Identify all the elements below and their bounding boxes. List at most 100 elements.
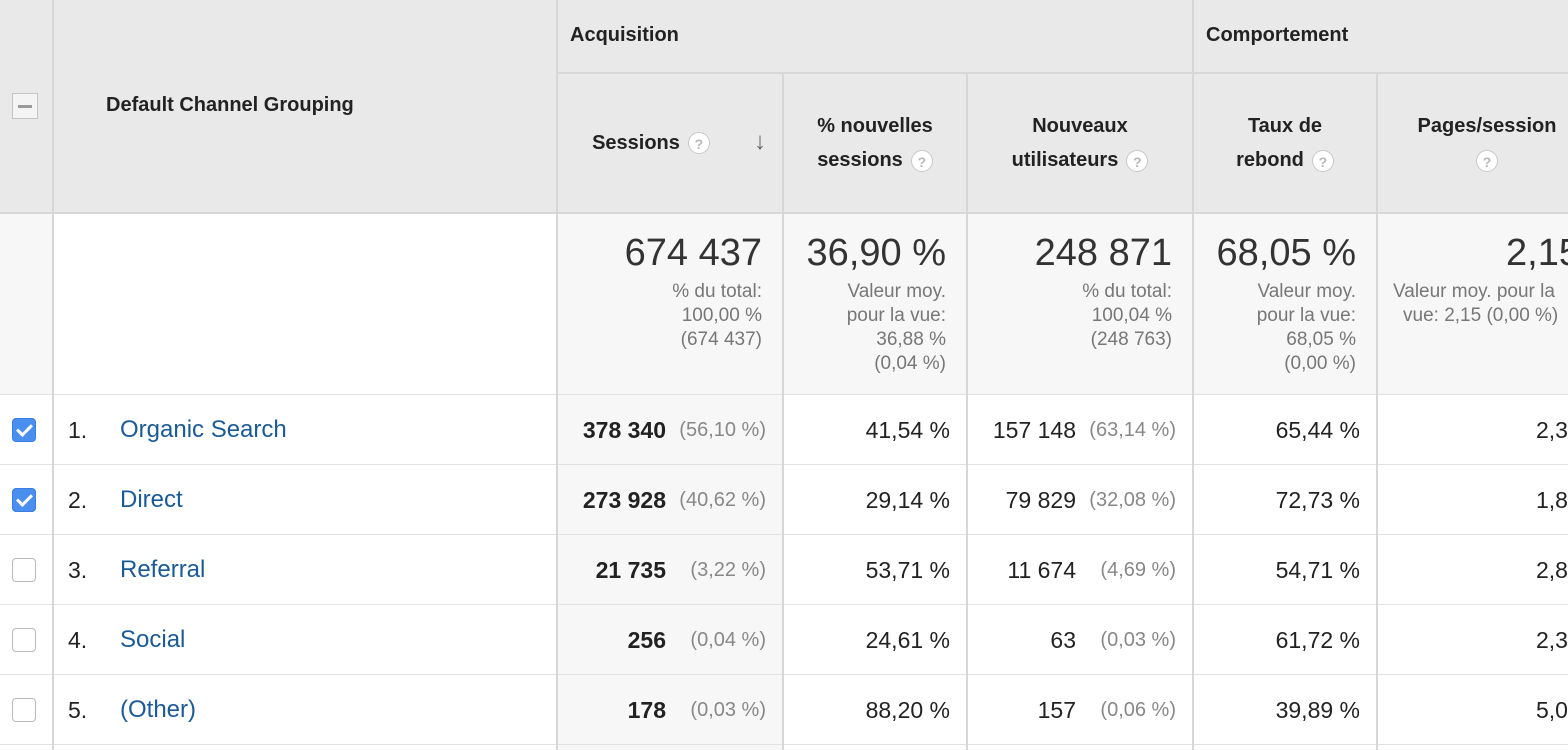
- new-users-percent: (32,08 %): [1089, 489, 1176, 511]
- pages-session-value: 1,8: [1536, 487, 1568, 513]
- pages-session-value: 2,3: [1536, 417, 1568, 443]
- row-checkbox[interactable]: [12, 558, 36, 582]
- column-header-new-users[interactable]: Nouveaux utilisateurs?: [968, 74, 1192, 212]
- bounce-header-line2: rebond: [1236, 149, 1304, 171]
- sessions-value: 273 928: [582, 487, 666, 513]
- divider: [52, 0, 54, 750]
- divider: [556, 72, 1568, 74]
- total-bounce-rate-note: Valeur moy. pour la vue: 68,05 % (0,00 %): [1256, 281, 1356, 374]
- total-new-users-note: % du total: 100,04 % (248 763): [1082, 281, 1172, 350]
- row-checkbox[interactable]: [12, 418, 36, 442]
- sessions-percent: (56,10 %): [679, 419, 766, 441]
- divider: [556, 0, 558, 750]
- arrow-down-icon[interactable]: ↓: [754, 128, 766, 155]
- total-bounce-rate: 68,05 %: [1216, 232, 1356, 274]
- total-sessions: 674 437: [624, 232, 762, 274]
- new-users-header-line2: utilisateurs: [1011, 149, 1119, 171]
- bounce-rate-value: 65,44 %: [1275, 417, 1360, 443]
- new-sessions-header-line2: sessions: [817, 149, 903, 171]
- sessions-value: 256: [627, 627, 666, 653]
- channel-link[interactable]: Social: [120, 626, 186, 653]
- sessions-percent: (0,04 %): [690, 629, 766, 651]
- new-users-value: 63: [1050, 627, 1076, 653]
- pages-session-value: 2,3: [1536, 627, 1568, 653]
- sessions-percent: (0,03 %): [690, 699, 766, 721]
- divider: [0, 534, 1568, 535]
- sessions-value: 178: [627, 697, 666, 723]
- new-users-header-line1: Nouveaux: [1032, 115, 1128, 137]
- row-checkbox[interactable]: [12, 628, 36, 652]
- pages-header-label: Pages/session: [1417, 115, 1557, 137]
- new-sessions-value: 24,61 %: [865, 627, 950, 653]
- row-number: 5.: [68, 697, 88, 723]
- channel-link[interactable]: Organic Search: [120, 416, 287, 443]
- new-users-percent: (0,03 %): [1100, 629, 1176, 651]
- dimension-header[interactable]: Default Channel Grouping: [106, 94, 354, 116]
- new-users-percent: (4,69 %): [1100, 559, 1176, 581]
- bounce-header-line1: Taux de: [1247, 115, 1323, 137]
- row-checkbox[interactable]: [12, 698, 36, 722]
- new-users-percent: (63,14 %): [1089, 419, 1176, 441]
- total-pages-session: 2,15: [1506, 232, 1568, 274]
- total-sessions-note: % du total: 100,00 % (674 437): [672, 281, 762, 350]
- pages-session-value: 5,0: [1536, 697, 1568, 723]
- new-sessions-value: 41,54 %: [865, 417, 950, 443]
- divider: [782, 72, 784, 750]
- help-icon[interactable]: ?: [910, 149, 933, 172]
- new-sessions-value: 88,20 %: [865, 697, 950, 723]
- row-checkbox[interactable]: [12, 488, 36, 512]
- row-number: 2.: [68, 487, 88, 513]
- total-new-users: 248 871: [1034, 232, 1172, 274]
- new-sessions-header-line1: % nouvelles: [817, 115, 933, 137]
- bounce-rate-value: 72,73 %: [1275, 487, 1360, 513]
- sessions-value: 378 340: [582, 417, 666, 443]
- divider: [1376, 72, 1378, 750]
- new-users-value: 157: [1037, 697, 1076, 723]
- column-header-pages-session[interactable]: Pages/session ?: [1378, 74, 1568, 212]
- total-new-sessions-note: Valeur moy. pour la vue: 36,88 % (0,04 %): [846, 281, 946, 374]
- sessions-column-background: [558, 395, 782, 750]
- bounce-rate-value: 39,89 %: [1275, 697, 1360, 723]
- row-number: 1.: [68, 417, 88, 443]
- sessions-percent: (3,22 %): [690, 559, 766, 581]
- new-users-value: 157 148: [992, 417, 1076, 443]
- help-icon[interactable]: ?: [1126, 149, 1149, 172]
- group-acquisition: Acquisition: [570, 24, 679, 46]
- help-icon[interactable]: ?: [1311, 149, 1334, 172]
- header-background: [0, 0, 1568, 212]
- collapse-all-checkbox[interactable]: [12, 93, 38, 119]
- divider: [0, 212, 1568, 214]
- sessions-value: 21 735: [595, 557, 666, 583]
- help-icon[interactable]: ?: [687, 132, 710, 154]
- column-header-new-sessions[interactable]: % nouvelles sessions?: [784, 74, 966, 212]
- total-pages-session-note: Valeur moy. pour la vue: 2,15 (0,00 %): [1393, 281, 1559, 326]
- divider: [0, 744, 1568, 745]
- divider: [0, 604, 1568, 605]
- divider: [966, 72, 968, 750]
- new-sessions-value: 53,71 %: [865, 557, 950, 583]
- column-header-sessions[interactable]: Sessions?: [558, 74, 744, 212]
- sessions-percent: (40,62 %): [679, 489, 766, 511]
- new-users-value: 79 829: [1005, 487, 1076, 513]
- divider: [0, 394, 1568, 395]
- bounce-rate-value: 61,72 %: [1275, 627, 1360, 653]
- row-number: 3.: [68, 557, 88, 583]
- divider: [0, 464, 1568, 465]
- help-icon[interactable]: ?: [1476, 149, 1498, 172]
- pages-session-value: 2,8: [1536, 557, 1568, 583]
- divider: [1192, 0, 1194, 750]
- column-header-bounce-rate[interactable]: Taux de rebond?: [1194, 74, 1376, 212]
- channel-link[interactable]: (Other): [120, 696, 197, 723]
- group-behaviour: Comportement: [1206, 24, 1349, 46]
- dimension-column-background: [54, 214, 556, 395]
- divider: [0, 674, 1568, 675]
- channel-link[interactable]: Referral: [120, 556, 206, 583]
- row-number: 4.: [68, 627, 88, 653]
- new-sessions-value: 29,14 %: [865, 487, 950, 513]
- bounce-rate-value: 54,71 %: [1275, 557, 1360, 583]
- sessions-header-label: Sessions: [592, 132, 680, 154]
- total-new-sessions: 36,90 %: [806, 232, 946, 274]
- new-users-value: 11 674: [1007, 557, 1076, 583]
- channel-link[interactable]: Direct: [120, 486, 183, 513]
- new-users-percent: (0,06 %): [1100, 699, 1176, 721]
